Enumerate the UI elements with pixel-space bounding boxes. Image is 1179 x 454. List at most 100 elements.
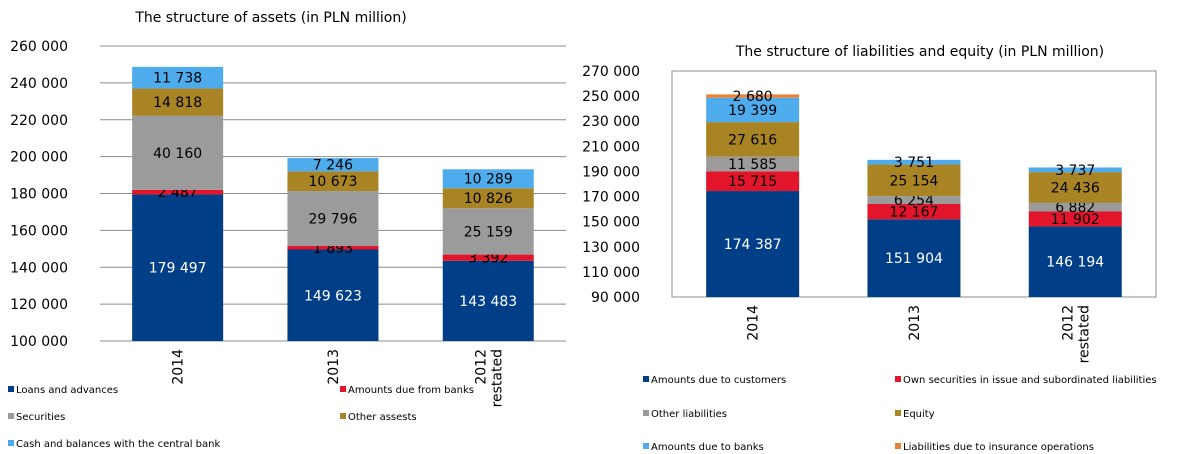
liabilities-data-label: 6 254 [894,193,934,209]
liabilities-y-tick-label: 190 000 [582,164,640,180]
liabilities-y-tick-label: 130 000 [582,240,640,256]
assets-bar-cash-and-balances-with-the-central-bank-2014 [132,66,224,89]
liabilities-bar-amounts-due-to-banks-2014 [706,97,800,123]
liabilities-data-label: 24 436 [1051,181,1100,197]
assets-bar-amounts-due-from-banks-2014 [132,189,224,195]
assets-y-tick-label: 260 000 [10,39,68,55]
assets-data-label: 3 392 [468,251,508,267]
assets-y-tick-label: 120 000 [10,297,68,313]
liabilities-bar-liabilities-due-to-insurance-operations-2014 [706,94,800,98]
assets-y-tick-label: 200 000 [10,150,68,166]
liabilities-data-label: 12 167 [889,205,938,221]
liabilities-data-label: 15 715 [728,174,777,190]
liabilities-data-label: 151 904 [885,251,943,267]
liabilities-legend-swatch-equity [895,410,901,416]
liabilities-x-tick-label: 2013 [907,305,923,341]
liabilities-bar-other-liabilities-2014 [706,156,800,172]
assets-data-label: 25 159 [464,224,513,240]
liabilities-data-label: 2 680 [733,89,773,105]
liabilities-bar-other-liabilities-2012-restated [1028,202,1122,212]
liabilities-legend-amounts-due-to-customers: Amounts due to customers [651,375,786,386]
liabilities-data-label: 3 737 [1055,163,1095,179]
liabilities-x-tick-label-line: restated [1076,305,1092,363]
liabilities-data-label: 11 585 [728,157,777,173]
liabilities-bar-amounts-due-to-customers-2013 [867,219,961,297]
assets-legend-cash-and-balances-with-the-central-bank: Cash and balances with the central bank [16,439,220,450]
liabilities-legend-amounts-due-to-banks: Amounts due to banks [651,442,764,453]
assets-bar-cash-and-balances-with-the-central-bank-2012-restated [442,169,534,189]
assets-data-label: 14 818 [153,95,202,111]
liabilities-y-tick-label: 170 000 [582,190,640,206]
liabilities-bar-amounts-due-to-customers-2014 [706,191,800,297]
assets-y-tick-label: 240 000 [10,76,68,92]
liabilities-legend-swatch-liabilities-due-to-insurance-operations [895,443,901,449]
liabilities-bar-equity-2014 [706,122,800,157]
assets-legend-swatch-securities [8,413,14,419]
liabilities-legend-swatch-other-liabilities [643,410,649,416]
assets-data-label: 10 673 [308,174,357,190]
liabilities-y-tick-label: 110 000 [582,265,640,281]
assets-data-label: 149 623 [304,288,362,304]
liabilities-data-label: 146 194 [1046,255,1104,271]
assets-data-label: 143 483 [459,294,517,310]
liabilities-legend-swatch-amounts-due-to-customers [643,376,649,382]
assets-y-tick-label: 220 000 [10,113,68,129]
assets-data-label: 40 160 [153,146,202,162]
liabilities-legend-swatch-amounts-due-to-banks [643,443,649,449]
liabilities-bar-own-securities-in-issue-and-subordinated-liabilities-2013 [867,203,961,220]
liabilities-bar-equity-2012-restated [1028,172,1122,203]
liabilities-bar-own-securities-in-issue-and-subordinated-liabilities-2012-restated [1028,211,1122,227]
assets-bar-loans-and-advances-2013 [287,249,379,341]
liabilities-legend-own-securities-in-issue-and-subordinated-liabilities: Own securities in issue and subordinated… [903,375,1157,386]
assets-y-tick-label: 180 000 [10,187,68,203]
liabilities-legend-liabilities-due-to-insurance-operations: Liabilities due to insurance operations [903,442,1094,453]
assets-legend-other-assests: Other assests [348,412,417,423]
liabilities-data-label: 27 616 [728,132,777,148]
liabilities-x-tick-label-line: 2012 [1060,305,1076,341]
assets-chart: The structure of assets (in PLN million)… [8,10,566,450]
assets-bar-amounts-due-from-banks-2012-restated [442,254,534,261]
assets-bar-amounts-due-from-banks-2013 [287,246,379,250]
liabilities-data-label: 25 154 [889,173,938,189]
liabilities-bar-own-securities-in-issue-and-subordinated-liabilities-2014 [706,171,800,192]
assets-data-label: 179 497 [149,261,207,277]
assets-legend-loans-and-advances: Loans and advances [16,385,118,396]
assets-data-label: 10 289 [464,172,513,188]
assets-y-tick-label: 160 000 [10,223,68,239]
liabilities-data-label: 174 387 [724,237,782,253]
liabilities-chart: The structure of liabilities and equity … [582,44,1157,453]
assets-bar-other-assests-2014 [132,88,224,116]
liabilities-y-tick-label: 270 000 [582,64,640,80]
assets-bar-loans-and-advances-2014 [132,194,224,341]
liabilities-legend-equity: Equity [903,409,935,420]
liabilities-y-tick-label: 250 000 [582,89,640,105]
liabilities-y-tick-label: 210 000 [582,139,640,155]
assets-bar-securities-2014 [132,115,224,190]
liabilities-chart-title: The structure of liabilities and equity … [735,44,1104,60]
assets-bar-other-assests-2013 [287,171,379,192]
assets-bar-other-assests-2012-restated [442,188,534,209]
assets-x-tick-label-line: restated [489,349,505,407]
liabilities-x-tick-label: 2012restated [1060,305,1092,363]
assets-x-tick-label: 2012restated [473,349,505,407]
liabilities-y-tick-label: 230 000 [582,114,640,130]
assets-legend-swatch-amounts-due-from-banks [340,386,346,392]
assets-bar-loans-and-advances-2012-restated [442,260,534,341]
assets-chart-title: The structure of assets (in PLN million) [134,10,406,26]
assets-y-tick-label: 100 000 [10,334,68,350]
liabilities-x-tick-label: 2014 [746,305,762,341]
assets-legend-swatch-other-assests [340,413,346,419]
assets-bar-securities-2012-restated [442,208,534,255]
assets-y-tick-label: 140 000 [10,260,68,276]
liabilities-legend-swatch-own-securities-in-issue-and-subordinated-liabilities [895,376,901,382]
assets-data-label: 11 738 [153,71,202,87]
assets-legend-amounts-due-from-banks: Amounts due from banks [348,385,474,396]
liabilities-bar-amounts-due-to-customers-2012-restated [1028,226,1122,297]
liabilities-legend-other-liabilities: Other liabilities [651,409,727,420]
liabilities-y-tick-label: 150 000 [582,215,640,231]
liabilities-data-label: 3 751 [894,155,934,171]
assets-bar-cash-and-balances-with-the-central-bank-2013 [287,158,379,172]
liabilities-data-label: 11 902 [1051,212,1100,228]
assets-legend-swatch-loans-and-advances [8,386,14,392]
